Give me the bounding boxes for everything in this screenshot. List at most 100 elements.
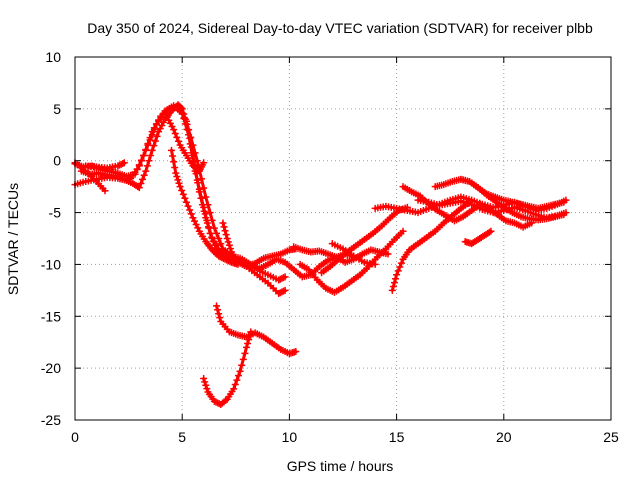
data-point [200, 159, 208, 167]
x-tick-label: 10 [282, 429, 298, 445]
data-point [148, 128, 156, 136]
data-point [234, 372, 242, 380]
data-point [201, 378, 209, 386]
data-point [217, 240, 225, 248]
data-point [178, 105, 186, 113]
data-point [224, 238, 232, 246]
data-point [213, 302, 221, 310]
data-point [202, 214, 210, 222]
data-point [560, 198, 568, 206]
data-point [170, 126, 178, 134]
data-point [172, 169, 180, 177]
data-point [137, 156, 145, 164]
data-point [186, 206, 194, 214]
data-point [393, 271, 401, 279]
data-point [230, 385, 238, 393]
data-point [231, 380, 239, 388]
data-point [200, 207, 208, 215]
series-track-15 [328, 240, 379, 268]
data-point [371, 260, 379, 268]
data-point [281, 286, 289, 294]
data-point [150, 142, 158, 150]
data-point [281, 273, 289, 281]
data-point [152, 120, 160, 128]
data-point [167, 146, 175, 154]
data-point [145, 157, 153, 165]
y-tick-label: 0 [53, 153, 61, 169]
data-point [174, 137, 182, 145]
series-track-08 [213, 302, 300, 358]
data-point [173, 133, 181, 141]
data-point [147, 152, 155, 160]
y-tick-label: -5 [49, 205, 62, 221]
data-point [236, 367, 244, 375]
data-point [202, 381, 210, 389]
data-point [397, 259, 405, 267]
data-point [182, 198, 190, 206]
data-point [243, 343, 251, 351]
data-point [139, 175, 147, 183]
data-point [173, 173, 181, 181]
data-point [146, 134, 154, 142]
data-point [396, 263, 404, 271]
data-point [183, 120, 191, 128]
data-point [241, 349, 249, 357]
data-point [214, 306, 222, 314]
data-point [202, 193, 210, 201]
data-point [215, 235, 223, 242]
data-point [399, 227, 407, 235]
series-track-06 [163, 113, 208, 175]
axes: 0 5 10 15 20 25 10 5 0 -5 -10 -15 -20 -25 [41, 49, 619, 445]
data-point [180, 110, 188, 118]
data-point [206, 209, 214, 217]
data-point [148, 146, 156, 154]
data-point [120, 159, 128, 167]
data-point [390, 279, 398, 287]
data-point [223, 235, 231, 242]
y-tick-label: -25 [41, 412, 61, 428]
data-point [216, 314, 224, 322]
data-point [187, 210, 195, 218]
y-tick-label: -20 [41, 360, 61, 376]
data-point [187, 133, 195, 141]
data-point [220, 223, 228, 231]
data-point [245, 336, 253, 344]
series-track-16 [388, 198, 473, 294]
data-point [185, 126, 193, 134]
data-point [244, 340, 252, 348]
data-point [388, 286, 396, 294]
data-point [221, 227, 229, 235]
series-track-03 [77, 101, 244, 262]
data-point [135, 161, 143, 169]
plot-frame [74, 56, 612, 421]
series-track-14 [318, 203, 411, 277]
data-point [171, 129, 179, 137]
data-point [171, 163, 179, 171]
data-point [246, 332, 254, 340]
data-point [193, 157, 201, 165]
data-point [194, 179, 202, 187]
series-line [390, 200, 471, 292]
data-point [181, 194, 189, 202]
data-point [203, 385, 211, 393]
data-point [208, 216, 216, 224]
data-point [101, 187, 109, 195]
data-point [133, 166, 141, 174]
data-point [195, 188, 203, 196]
x-tick-label: 0 [71, 429, 79, 445]
y-tick-label: 10 [45, 49, 61, 65]
data-point [200, 375, 208, 383]
data-point [225, 241, 233, 249]
data-point [178, 187, 186, 195]
x-tick-label: 15 [389, 429, 405, 445]
data-point [170, 158, 178, 166]
data-point [213, 229, 221, 237]
data-point [137, 180, 145, 188]
y-axis-label: SDTVAR / TECUs [5, 183, 21, 295]
y-tick-label: -15 [41, 308, 61, 324]
data-point [175, 179, 183, 187]
data-point [233, 376, 241, 384]
series-track-05 [82, 159, 128, 172]
data-point [219, 219, 227, 227]
